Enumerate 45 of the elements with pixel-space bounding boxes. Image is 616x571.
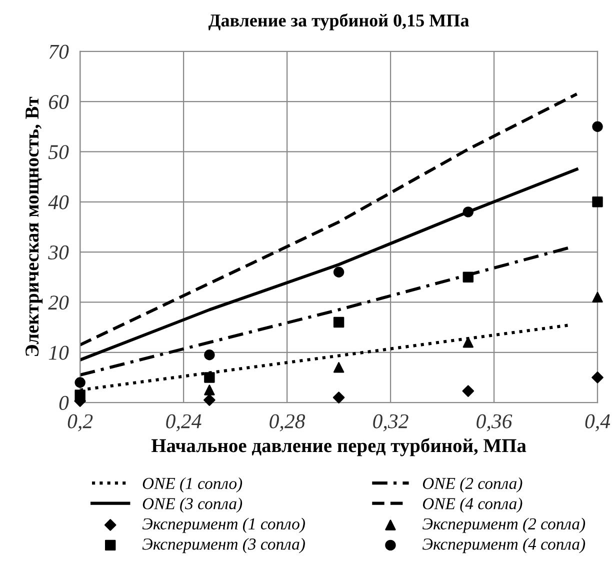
- point: [592, 292, 603, 303]
- point: [204, 384, 215, 396]
- point: [592, 372, 604, 384]
- point: [333, 266, 344, 278]
- point: [204, 372, 215, 383]
- point: [204, 350, 215, 360]
- legend-label: ONE (3 сопла): [142, 498, 242, 513]
- legend-label: ONE (2 сопла): [422, 477, 522, 492]
- x-tick-label: 0,32: [373, 414, 408, 432]
- legend-label: ONE (1 сопло): [142, 477, 242, 492]
- y-tick-label: 70: [49, 44, 69, 59]
- legend-label: Эксперимент (4 сопла): [422, 538, 586, 554]
- y-tick-label: 0: [59, 396, 69, 410]
- y-tick-label: 10: [48, 346, 69, 360]
- point: [333, 362, 344, 373]
- point: [74, 377, 86, 388]
- line-series: [80, 92, 578, 346]
- x-tick-label: 0,36: [476, 414, 512, 432]
- x-tick-label: 0,24: [166, 414, 202, 432]
- point: [332, 392, 345, 404]
- legend-label: Эксперимент (1 сопло): [142, 518, 305, 533]
- point: [462, 206, 474, 218]
- point: [74, 390, 86, 400]
- y-tick-label: 50: [48, 145, 69, 160]
- x-axis-title: Начальное давление перед турбиной, МПа: [151, 438, 526, 456]
- y-tick-label: 30: [48, 245, 69, 260]
- line-series: [80, 168, 578, 362]
- point: [462, 385, 474, 397]
- y-tick-label: 40: [48, 195, 69, 210]
- legend-label: Эксперимент (3 сопла): [142, 538, 305, 554]
- point: [592, 196, 603, 208]
- chart-title: Давление за турбиной 0,15 МПа: [208, 13, 469, 30]
- point: [462, 272, 474, 282]
- x-tick-label: 0,4: [585, 414, 610, 432]
- legend-label: ONE (4 сопла): [422, 498, 522, 513]
- y-tick-label: 60: [48, 94, 69, 109]
- x-tick-label: 0,2: [68, 414, 93, 432]
- point: [592, 121, 603, 132]
- x-tick-label: 0,28: [270, 414, 306, 432]
- point: [333, 316, 344, 328]
- y-axis-title: Электрическая мощность, Вт: [26, 96, 43, 356]
- legend-label: Эксперимент (2 сопла): [422, 518, 586, 533]
- point: [204, 394, 216, 406]
- point: [462, 337, 474, 348]
- y-tick-label: 20: [48, 296, 69, 310]
